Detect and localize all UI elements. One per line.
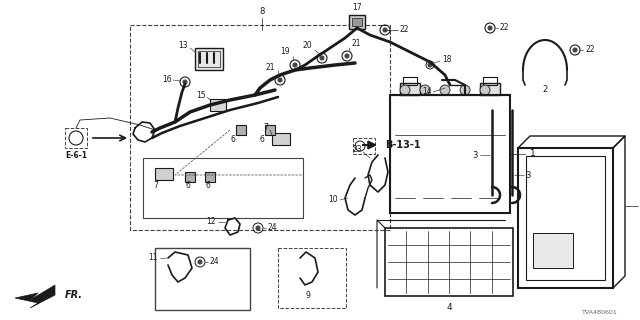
Text: 17: 17 <box>352 3 362 12</box>
Circle shape <box>480 85 490 95</box>
Text: 21: 21 <box>352 39 362 49</box>
Bar <box>65 128 87 148</box>
Bar <box>195 48 223 70</box>
Bar <box>272 133 290 145</box>
Bar <box>483 77 497 85</box>
Bar <box>400 83 420 95</box>
Text: 21: 21 <box>265 63 275 73</box>
Bar <box>278 248 346 308</box>
Circle shape <box>383 28 387 32</box>
Text: 8: 8 <box>259 7 265 17</box>
Bar <box>205 172 215 182</box>
Text: 19: 19 <box>280 47 290 57</box>
Circle shape <box>278 78 282 82</box>
Circle shape <box>293 63 297 67</box>
Text: 14: 14 <box>422 87 432 97</box>
Text: 18: 18 <box>442 55 451 65</box>
Bar <box>385 228 513 296</box>
Text: 20: 20 <box>302 42 312 51</box>
Text: 22: 22 <box>500 23 509 33</box>
Bar <box>480 83 500 95</box>
Text: 7: 7 <box>154 180 159 189</box>
Circle shape <box>440 85 450 95</box>
Circle shape <box>420 85 430 95</box>
Text: 12: 12 <box>207 218 216 227</box>
Text: B-13-1: B-13-1 <box>385 140 420 150</box>
Text: 24: 24 <box>210 258 220 267</box>
Bar <box>185 172 195 182</box>
Polygon shape <box>15 285 55 308</box>
Text: 15: 15 <box>196 91 206 100</box>
Text: 6: 6 <box>260 135 264 145</box>
Bar <box>526 156 605 280</box>
Text: 6: 6 <box>186 180 191 189</box>
Text: 7: 7 <box>263 124 268 132</box>
Bar <box>236 125 246 135</box>
Circle shape <box>256 226 260 230</box>
Bar <box>155 248 250 310</box>
Text: TVA4B0601: TVA4B0601 <box>582 309 618 315</box>
Text: 6: 6 <box>205 180 211 189</box>
Text: 13: 13 <box>179 42 188 51</box>
Text: 2: 2 <box>542 85 548 94</box>
Text: 23: 23 <box>353 146 362 155</box>
Text: 11: 11 <box>148 253 158 262</box>
Text: 9: 9 <box>305 291 310 300</box>
Text: FR.: FR. <box>65 290 83 300</box>
Bar <box>390 95 510 213</box>
Circle shape <box>400 85 410 95</box>
Bar <box>352 18 362 26</box>
Circle shape <box>320 56 324 60</box>
Circle shape <box>488 26 492 30</box>
Bar <box>130 25 390 230</box>
Text: 3: 3 <box>472 150 478 159</box>
Text: E-6-1: E-6-1 <box>65 150 87 159</box>
Bar <box>265 125 275 135</box>
Bar <box>210 99 226 111</box>
Bar <box>349 15 365 29</box>
Text: 4: 4 <box>446 303 452 313</box>
Circle shape <box>573 48 577 52</box>
Text: 16: 16 <box>163 76 172 84</box>
Text: 1: 1 <box>530 149 536 158</box>
Bar <box>533 233 573 268</box>
Circle shape <box>460 85 470 95</box>
Text: 24: 24 <box>268 223 278 233</box>
Circle shape <box>428 63 432 67</box>
Circle shape <box>345 54 349 58</box>
Bar <box>143 158 303 218</box>
Text: 22: 22 <box>400 26 410 35</box>
Text: 3: 3 <box>525 171 531 180</box>
Bar <box>155 168 173 180</box>
Bar <box>353 138 375 154</box>
Text: 10: 10 <box>328 196 338 204</box>
Bar <box>403 77 417 85</box>
Text: 22: 22 <box>585 45 595 54</box>
Text: 6: 6 <box>230 135 236 145</box>
Bar <box>198 51 220 67</box>
Circle shape <box>183 80 187 84</box>
Circle shape <box>198 260 202 264</box>
Bar <box>518 148 613 288</box>
